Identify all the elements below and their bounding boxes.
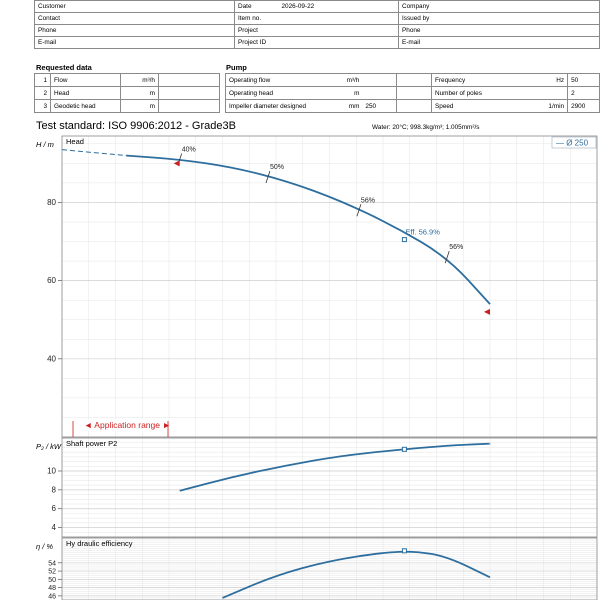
y-tick-label: 80 xyxy=(47,198,56,207)
efficiency-tick xyxy=(265,170,271,184)
requested-row: 3 Geodetic head m xyxy=(34,99,220,113)
operating-point-marker xyxy=(401,548,407,554)
y-tick-label: 54 xyxy=(48,560,56,567)
operating-point-marker xyxy=(401,446,407,452)
requested-row-value xyxy=(158,99,220,113)
requested-row: 2 Head m xyxy=(34,86,220,100)
y-tick-label: 6 xyxy=(52,504,57,513)
series-line xyxy=(222,550,491,599)
y-tick-label: 46 xyxy=(48,593,56,600)
legend-box xyxy=(551,136,597,149)
chart-panel: 4 6 8 10 Shaft power P2 P₂ / kW xyxy=(36,437,598,538)
plot-frame xyxy=(61,537,598,600)
efficiency-label: 56% xyxy=(361,197,375,204)
pump-row-label: Speed xyxy=(430,99,538,113)
requested-data-table: 1 Flow m³/h 2 Head m 3 Geodetic head m xyxy=(34,73,220,113)
chart-panel: 40 60 80 Head H / m 40% 50% 56% 56% Eff. 56.9% — Ø… xyxy=(36,135,598,438)
requested-row: 1 Flow m³/h xyxy=(34,73,220,87)
chart-title: Shaft power P2 xyxy=(66,439,117,448)
application-range-label: ◄ Application range ► xyxy=(84,420,171,430)
pump-row-value: 2900 xyxy=(567,99,600,113)
plot-frame xyxy=(61,437,598,538)
series-line xyxy=(126,154,491,305)
y-axis-label: P₂ / kW xyxy=(36,442,62,451)
test-standard: Test standard: ISO 9906:2012 - Grade3B xyxy=(36,120,236,132)
header-table: Customer Date 2026-09-22 Company Contact Item… xyxy=(34,0,600,49)
header-label: Project ID xyxy=(234,36,279,49)
pump-row: Operating flow m³/h Frequency Hz 50 xyxy=(225,73,600,87)
chart-title: Head xyxy=(66,137,84,146)
pump-table: Operating flow m³/h Frequency Hz 50 Operating… xyxy=(225,73,600,113)
efficiency-tick xyxy=(444,251,450,264)
pump-row-unit: mm xyxy=(342,99,363,113)
y-tick-label: 4 xyxy=(52,523,57,532)
range-limit-marker xyxy=(173,160,180,167)
y-tick-label: 40 xyxy=(47,354,56,363)
y-tick-label: 48 xyxy=(48,585,56,592)
efficiency-label: 56% xyxy=(449,244,463,251)
efficiency-label: 40% xyxy=(182,146,196,153)
range-limit-marker xyxy=(484,308,490,315)
efficiency-label: 50% xyxy=(270,164,284,171)
y-tick-label: 8 xyxy=(52,485,57,494)
water-note: Water: 20°C; 998.3kg/m³; 1.005mm²/s xyxy=(372,124,480,131)
header-label: E-mail xyxy=(398,36,600,49)
y-axis-label: η / % xyxy=(36,542,53,551)
series-line xyxy=(179,442,491,492)
plot-frame xyxy=(61,135,598,438)
application-range-bg xyxy=(82,419,166,431)
y-tick-label: 60 xyxy=(47,276,56,285)
header-row: Phone Project Phone xyxy=(34,24,600,37)
pump-title: Pump xyxy=(226,63,247,72)
operating-point-marker xyxy=(401,237,407,243)
pump-row: Impeller diameter designed mm 250 Speed 1/mi… xyxy=(225,99,600,113)
y-tick-label: 10 xyxy=(47,467,56,476)
curve-extension xyxy=(61,149,127,157)
header-row: E-mail Project ID E-mail xyxy=(34,36,600,49)
chart-title: Hy draulic efficiency xyxy=(66,539,133,548)
efficiency-tick xyxy=(356,204,362,217)
pump-row-label: Impeller diameter designed xyxy=(225,99,343,113)
y-tick-label: 52 xyxy=(48,569,56,576)
legend-entry: — Ø 250 xyxy=(556,139,589,148)
requested-data-title: Requested data xyxy=(36,63,92,72)
y-tick-label: 50 xyxy=(48,577,56,584)
operating-point-label: Eff. 56.9% xyxy=(405,228,440,237)
y-axis-label: H / m xyxy=(36,140,54,149)
